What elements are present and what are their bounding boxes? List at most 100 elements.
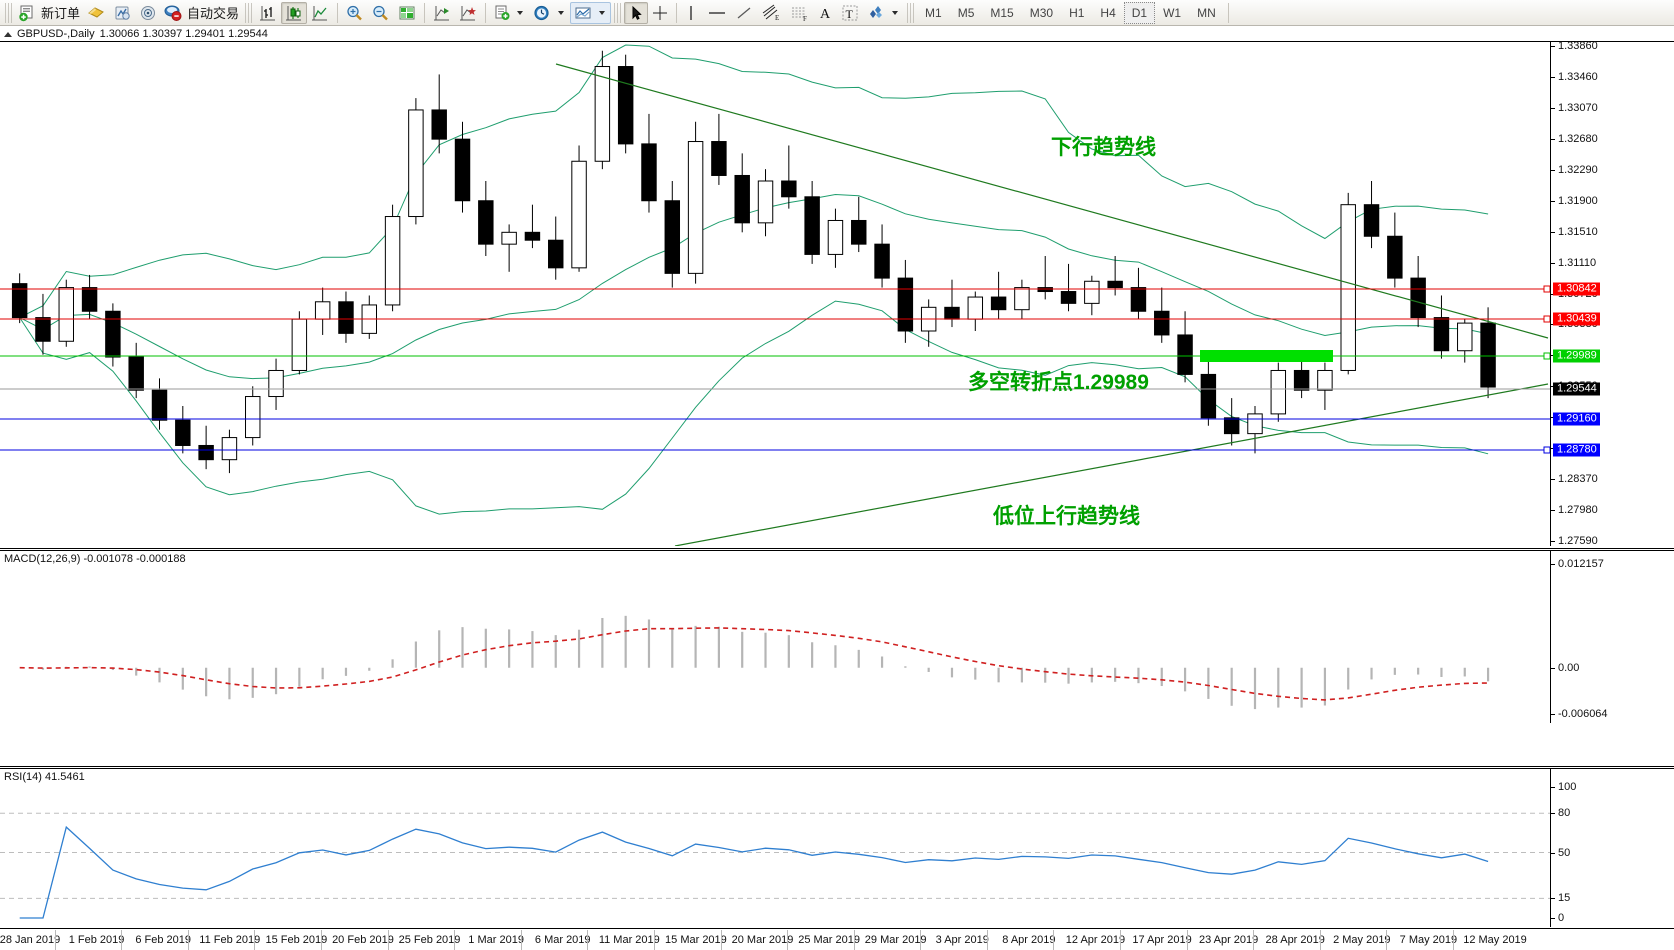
timeframe-w1[interactable]: W1	[1163, 5, 1182, 20]
crosshair-icon	[653, 5, 668, 20]
price-axis[interactable]: 1.33860 1.33460 1.33070 1.32680 1.32290 1.319…	[1550, 40, 1674, 547]
level-tag-current-price[interactable]: 1.29544	[1553, 382, 1600, 396]
new-order-button[interactable]: 新订单	[15, 2, 83, 24]
price-plot-area[interactable]	[0, 42, 1674, 546]
annotation-uptrend-line[interactable]: 低位上行趋势线	[993, 505, 1140, 528]
toolbar-grip-3[interactable]	[614, 2, 622, 23]
auto-scroll-button[interactable]	[455, 2, 481, 24]
period-button[interactable]	[529, 2, 570, 24]
macd-axis-tick	[1551, 714, 1555, 715]
zoom-in-icon	[347, 5, 362, 20]
templates-button[interactable]	[490, 2, 529, 24]
date-axis-label: 15 Mar 2019	[665, 934, 727, 946]
price-axis-label: 1.31510	[1558, 225, 1598, 238]
annotation-turning-point[interactable]: 多空转折点1.29989	[968, 371, 1149, 394]
date-axis-separator	[1386, 930, 1388, 950]
toolbar-grip-2[interactable]	[245, 2, 253, 23]
level-tag-pivot[interactable]: 1.29989	[1553, 349, 1600, 363]
rsi-series	[0, 812, 1550, 919]
trendline-icon	[737, 7, 751, 18]
expert-advisor-button[interactable]	[83, 2, 109, 24]
toolbar-grip[interactable]	[5, 2, 12, 23]
new-order-icon	[19, 5, 33, 21]
timeframe-d1[interactable]: D1	[1123, 1, 1156, 24]
timeframe-h1[interactable]: H1	[1069, 5, 1085, 20]
bar-chart-button[interactable]	[255, 2, 281, 24]
line-chart-icon	[312, 5, 328, 20]
level-tag-resistance-2[interactable]: 1.30439	[1553, 312, 1600, 326]
macd-axis-tick	[1551, 564, 1555, 565]
zoom-in-button[interactable]	[342, 2, 368, 24]
date-axis-separator	[187, 930, 189, 950]
timeframe-m30[interactable]: M30	[1029, 5, 1054, 20]
level-tag-resistance-1[interactable]: 1.30842	[1553, 282, 1600, 296]
timeframe-mn[interactable]: MN	[1197, 5, 1216, 20]
zoom-out-icon	[373, 5, 388, 20]
vertical-line-button[interactable]	[681, 2, 703, 24]
fibonacci-button[interactable]: F	[785, 2, 813, 24]
date-axis-separator	[320, 930, 322, 950]
indicators-button[interactable]	[570, 1, 612, 24]
macd-series	[19, 615, 1490, 710]
indicators-dropdown-icon[interactable]	[599, 10, 606, 15]
shapes-dropdown-icon[interactable]	[892, 10, 899, 15]
shapes-button[interactable]	[863, 2, 904, 24]
toolbar-grip-4[interactable]	[907, 2, 915, 23]
date-axis-label: 11 Feb 2019	[199, 934, 261, 946]
autotrading-button[interactable]: 自动交易	[161, 2, 242, 24]
text-button[interactable]: A	[813, 2, 837, 24]
data-window-button[interactable]	[109, 2, 135, 24]
date-axis-separator	[587, 930, 589, 950]
candlestick-chart-button[interactable]	[281, 1, 308, 24]
clock-icon	[534, 5, 549, 20]
rsi-axis-tick	[1551, 787, 1555, 788]
level-tag-support-1[interactable]: 1.29160	[1553, 412, 1600, 426]
chart-grid-button[interactable]	[394, 2, 420, 24]
date-axis-separator	[720, 930, 722, 950]
rsi-plot-area[interactable]	[0, 769, 1674, 927]
collapse-triangle-icon[interactable]	[4, 31, 12, 37]
templates-dropdown-icon[interactable]	[517, 10, 524, 15]
macd-axis-tick	[1551, 667, 1555, 669]
crosshair-button[interactable]	[648, 2, 672, 24]
price-chart-pane[interactable]: 1.33860 1.33460 1.33070 1.32680 1.32290 1.319…	[0, 40, 1674, 547]
timeframe-m15[interactable]: M15	[990, 5, 1014, 20]
date-axis-label: 20 Feb 2019	[332, 934, 394, 946]
rsi-pane[interactable]: RSI(14) 41.5461 100 80 50 15 0	[0, 766, 1674, 927]
toolbar-separator-1	[337, 2, 339, 23]
date-axis-label: 7 May 2019	[1399, 934, 1458, 946]
price-axis-tick	[1551, 107, 1555, 109]
macd-plot-area[interactable]	[0, 551, 1674, 723]
annotation-downtrend-line[interactable]: 下行趋势线	[1051, 136, 1156, 159]
period-dropdown-icon[interactable]	[558, 10, 565, 15]
date-axis-label: 28 Jan 2019	[0, 934, 61, 946]
date-axis[interactable]: 28 Jan 2019 1 Feb 2019 6 Feb 2019 11 Feb 20…	[0, 928, 1674, 950]
zoom-out-button[interactable]	[368, 2, 394, 24]
date-axis-separator	[920, 930, 922, 950]
fibonacci-icon: F	[792, 7, 807, 22]
horizontal-line-button[interactable]	[703, 2, 731, 24]
price-axis-label: 1.32290	[1558, 163, 1598, 176]
date-axis-label: 2 May 2019	[1333, 934, 1391, 946]
timeframe-h4[interactable]: H4	[1100, 5, 1116, 20]
trendline-button[interactable]	[731, 2, 757, 24]
chart-shift-button[interactable]	[429, 2, 455, 24]
line-chart-button[interactable]	[307, 2, 333, 24]
price-axis-tick	[1551, 138, 1555, 140]
chart-header: GBPUSD-,Daily 1.30066 1.30397 1.29401 1.…	[0, 27, 1674, 41]
svg-text:F: F	[803, 15, 807, 22]
timeframe-m1[interactable]: M1	[925, 5, 942, 20]
macd-axis[interactable]: 0.012157 0.00 -0.006064	[1550, 551, 1674, 723]
cursor-button[interactable]	[624, 1, 649, 24]
price-axis-label: 1.32680	[1558, 132, 1598, 145]
svg-text:T: T	[846, 7, 854, 21]
signals-button[interactable]	[135, 2, 161, 24]
macd-pane[interactable]: MACD(12,26,9) -0.001078 -0.000188 0.0121…	[0, 548, 1674, 723]
equidistant-channel-button[interactable]: E	[757, 2, 785, 24]
level-tag-support-2[interactable]: 1.28780	[1553, 443, 1600, 457]
rsi-axis-label: 100	[1558, 781, 1577, 793]
text-label-button[interactable]: T	[837, 2, 863, 24]
rsi-axis[interactable]: 100 80 50 15 0	[1550, 769, 1674, 927]
timeframe-m5[interactable]: M5	[957, 5, 975, 20]
date-axis-label: 25 Mar 2019	[798, 934, 860, 946]
